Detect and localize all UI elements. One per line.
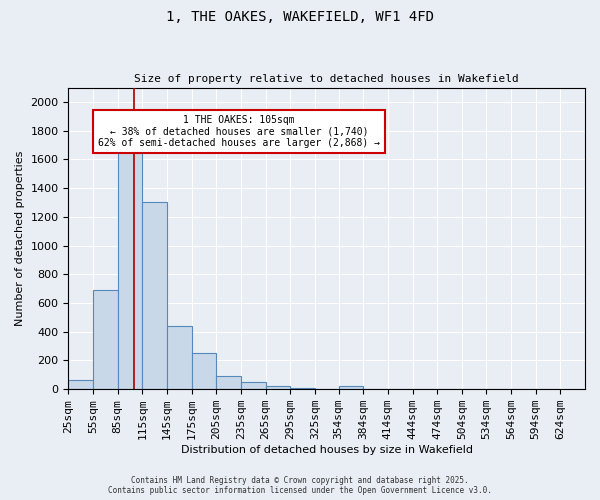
Bar (290, 388, 315, 389)
Text: Contains HM Land Registry data © Crown copyright and database right 2025.
Contai: Contains HM Land Registry data © Crown c… (108, 476, 492, 495)
Text: 1, THE OAKES, WAKEFIELD, WF1 4FD: 1, THE OAKES, WAKEFIELD, WF1 4FD (166, 10, 434, 24)
Bar (142, 202, 167, 389)
Bar (191, 352, 216, 389)
Bar (118, 150, 142, 389)
Title: Size of property relative to detached houses in Wakefield: Size of property relative to detached ho… (134, 74, 519, 84)
Bar (338, 386, 363, 389)
Bar (93, 290, 118, 389)
Bar (241, 382, 266, 389)
Text: 1 THE OAKES: 105sqm
← 38% of detached houses are smaller (1,740)
62% of semi-det: 1 THE OAKES: 105sqm ← 38% of detached ho… (98, 114, 380, 148)
Bar (216, 376, 241, 389)
X-axis label: Distribution of detached houses by size in Wakefield: Distribution of detached houses by size … (181, 445, 473, 455)
Bar (167, 326, 191, 389)
Y-axis label: Number of detached properties: Number of detached properties (15, 150, 25, 326)
Bar (68, 380, 93, 389)
Bar (266, 386, 290, 389)
